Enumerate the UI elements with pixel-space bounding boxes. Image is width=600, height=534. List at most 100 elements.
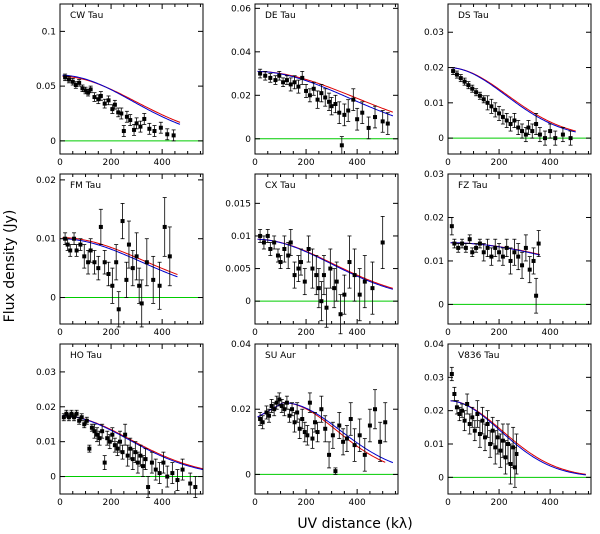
y-tick-label: 0.02 [231, 91, 251, 101]
data-marker [72, 236, 77, 241]
data-marker [498, 448, 503, 453]
y-tick-label: 0.04 [231, 48, 251, 58]
data-marker [370, 286, 375, 291]
data-marker [347, 260, 352, 265]
panel-name: DS Tau [458, 11, 489, 21]
data-marker [329, 104, 334, 109]
data-marker [380, 119, 385, 124]
y-tick-label: 0 [50, 473, 56, 483]
data-marker [66, 77, 71, 82]
data-marker [483, 435, 488, 440]
model-curve-red [62, 75, 181, 123]
data-point [357, 268, 362, 322]
data-point [119, 107, 124, 120]
data-marker [149, 460, 154, 465]
data-marker [119, 111, 124, 116]
data-marker [516, 125, 521, 130]
data-point [304, 84, 309, 98]
x-tick-label: 400 [349, 328, 366, 338]
data-marker [462, 79, 467, 84]
data-point [92, 250, 97, 275]
data-marker [466, 83, 471, 88]
data-marker [537, 132, 542, 137]
model-curve-blue [257, 238, 394, 290]
data-marker [63, 236, 68, 241]
data-marker [138, 124, 143, 129]
data-marker [367, 423, 372, 428]
data-point [295, 402, 300, 423]
x-tick-label: 400 [154, 158, 171, 168]
data-marker [341, 439, 346, 444]
panel-frame [447, 173, 592, 325]
data-point [260, 415, 265, 430]
data-point [147, 122, 152, 135]
data-marker [83, 88, 88, 93]
x-tick-label: 400 [154, 328, 171, 338]
data-marker [383, 420, 388, 425]
data-marker [470, 415, 475, 420]
data-point [120, 203, 125, 240]
panel-name: SU Aur [265, 351, 296, 361]
data-marker [315, 97, 320, 102]
y-tick-label: 0.01 [36, 235, 56, 245]
data-point [520, 123, 525, 139]
data-marker [73, 83, 78, 88]
data-point [508, 247, 513, 275]
data-marker [456, 245, 461, 250]
x-tick-label: 0 [57, 498, 63, 508]
data-point [462, 410, 467, 432]
panel-ho-tau: 0 200 400 0 0.01 0.02 0.03 HO Tau [36, 343, 204, 508]
y-tick-label: 0.03 [36, 368, 56, 378]
y-tick-label: 0.03 [424, 170, 444, 180]
panel-v836-tau: 0 200 400 0 0.01 0.02 0.03 0.04 V836 Tau [424, 340, 592, 508]
x-tick-label: 200 [490, 498, 507, 508]
data-marker [474, 245, 479, 250]
data-point [323, 88, 328, 107]
data-point [497, 243, 502, 262]
data-marker [133, 450, 138, 455]
data-marker [78, 242, 83, 247]
data-point [272, 235, 277, 250]
data-point [520, 251, 525, 279]
data-marker [300, 75, 305, 80]
data-point [112, 437, 117, 453]
data-marker [328, 266, 333, 271]
data-point [288, 77, 293, 92]
data-point [292, 261, 297, 289]
panel-frame [254, 173, 399, 325]
data-point [333, 467, 338, 475]
data-marker [124, 114, 129, 119]
y-tick-label: 0 [245, 297, 251, 307]
data-marker [304, 88, 309, 93]
data-marker [100, 429, 105, 434]
y-tick-label: 0 [245, 135, 251, 145]
data-marker [475, 412, 480, 416]
data-marker [264, 410, 269, 415]
data-marker [297, 426, 302, 431]
data-marker [258, 233, 263, 238]
data-point [498, 433, 503, 468]
panel-name: V836 Tau [458, 351, 499, 361]
data-marker [287, 413, 292, 418]
data-point [472, 420, 477, 442]
data-point [553, 130, 558, 146]
data-marker [481, 97, 486, 102]
data-point [346, 99, 351, 122]
data-marker [366, 125, 371, 130]
data-point [144, 238, 149, 287]
data-point [526, 120, 531, 135]
data-marker [485, 422, 490, 426]
data-point [275, 248, 280, 263]
data-point [480, 406, 485, 435]
data-marker [495, 435, 500, 440]
data-point [124, 261, 129, 298]
data-marker [352, 443, 357, 448]
data-point [527, 256, 532, 284]
data-marker [512, 250, 517, 255]
data-marker [310, 436, 315, 441]
panel-frame [59, 343, 204, 495]
data-marker [488, 442, 493, 446]
data-point [344, 425, 349, 453]
data-marker [146, 485, 151, 490]
data-point [92, 92, 97, 102]
